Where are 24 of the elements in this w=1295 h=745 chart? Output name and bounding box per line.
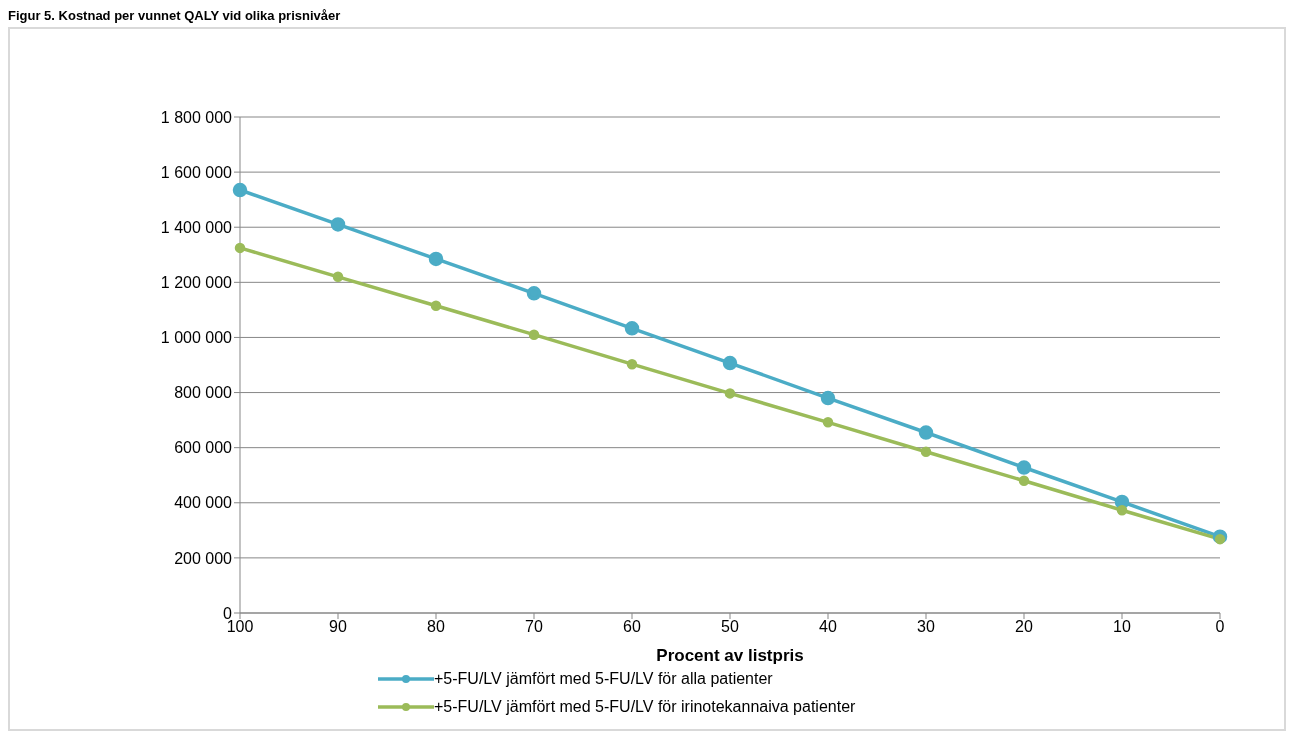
- y-tick-label: 1 600 000: [160, 163, 233, 181]
- y-tick-label: 600 000: [174, 439, 233, 457]
- legend-label: +5-FU/LV jämfört med 5-FU/LV för irinotekannaiva patienter: [434, 698, 856, 716]
- y-tick-label: 400 000: [174, 494, 233, 512]
- y-tick-label: 1 200 000: [160, 274, 233, 292]
- x-tick-label: 70: [525, 618, 543, 636]
- x-tick-label: 50: [721, 618, 739, 636]
- x-tick-label: 40: [819, 618, 837, 636]
- x-tick-label: 10: [1113, 618, 1131, 636]
- x-axis-title: Procent av listpris: [656, 646, 804, 665]
- chart-title: Figur 5. Kostnad per vunnet QALY vid olika prisnivåer: [8, 8, 342, 23]
- x-tick-label: 100: [226, 618, 254, 636]
- y-tick-label: 200 000: [174, 549, 233, 567]
- x-tick-label: 30: [917, 618, 935, 636]
- y-tick-label: 1 800 000: [160, 108, 233, 126]
- x-tick-label: 60: [623, 618, 641, 636]
- x-tick-label: 20: [1015, 618, 1033, 636]
- x-tick-label: 90: [329, 618, 347, 636]
- x-tick-label: 0: [1215, 618, 1225, 636]
- y-tick-label: 800 000: [174, 384, 233, 402]
- legend-label: +5-FU/LV jämfört med 5-FU/LV för alla patienter: [434, 670, 773, 688]
- x-tick-label: 80: [427, 618, 445, 636]
- y-tick-label: 1 400 000: [160, 218, 233, 236]
- y-tick-label: 1 000 000: [160, 329, 233, 347]
